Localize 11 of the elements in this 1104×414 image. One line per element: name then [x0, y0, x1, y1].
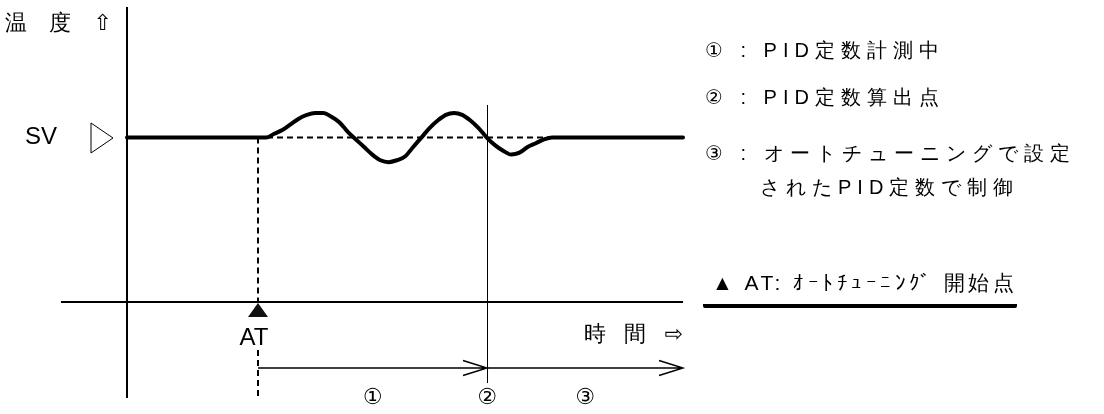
y-axis-title: 温 度 ⇧ [5, 10, 120, 36]
text: ③ [575, 384, 595, 410]
text: ② : PID定数算出点 [705, 85, 946, 110]
text: ③ : オートチューニングで設定されたPID定数で制御 [705, 141, 1077, 200]
text: ① : PID定数計測中 [705, 38, 946, 63]
ref-line-label: SV [24, 122, 57, 150]
text: ▲ AT: ｵｰﾄﾁｭｰﾆﾝｸﾞ 開始点 [703, 268, 1018, 308]
text: ② [477, 384, 497, 410]
text: AT [239, 322, 269, 350]
text: ① [362, 384, 383, 410]
x-axis-title: 時 間 ⇨ [584, 321, 690, 347]
